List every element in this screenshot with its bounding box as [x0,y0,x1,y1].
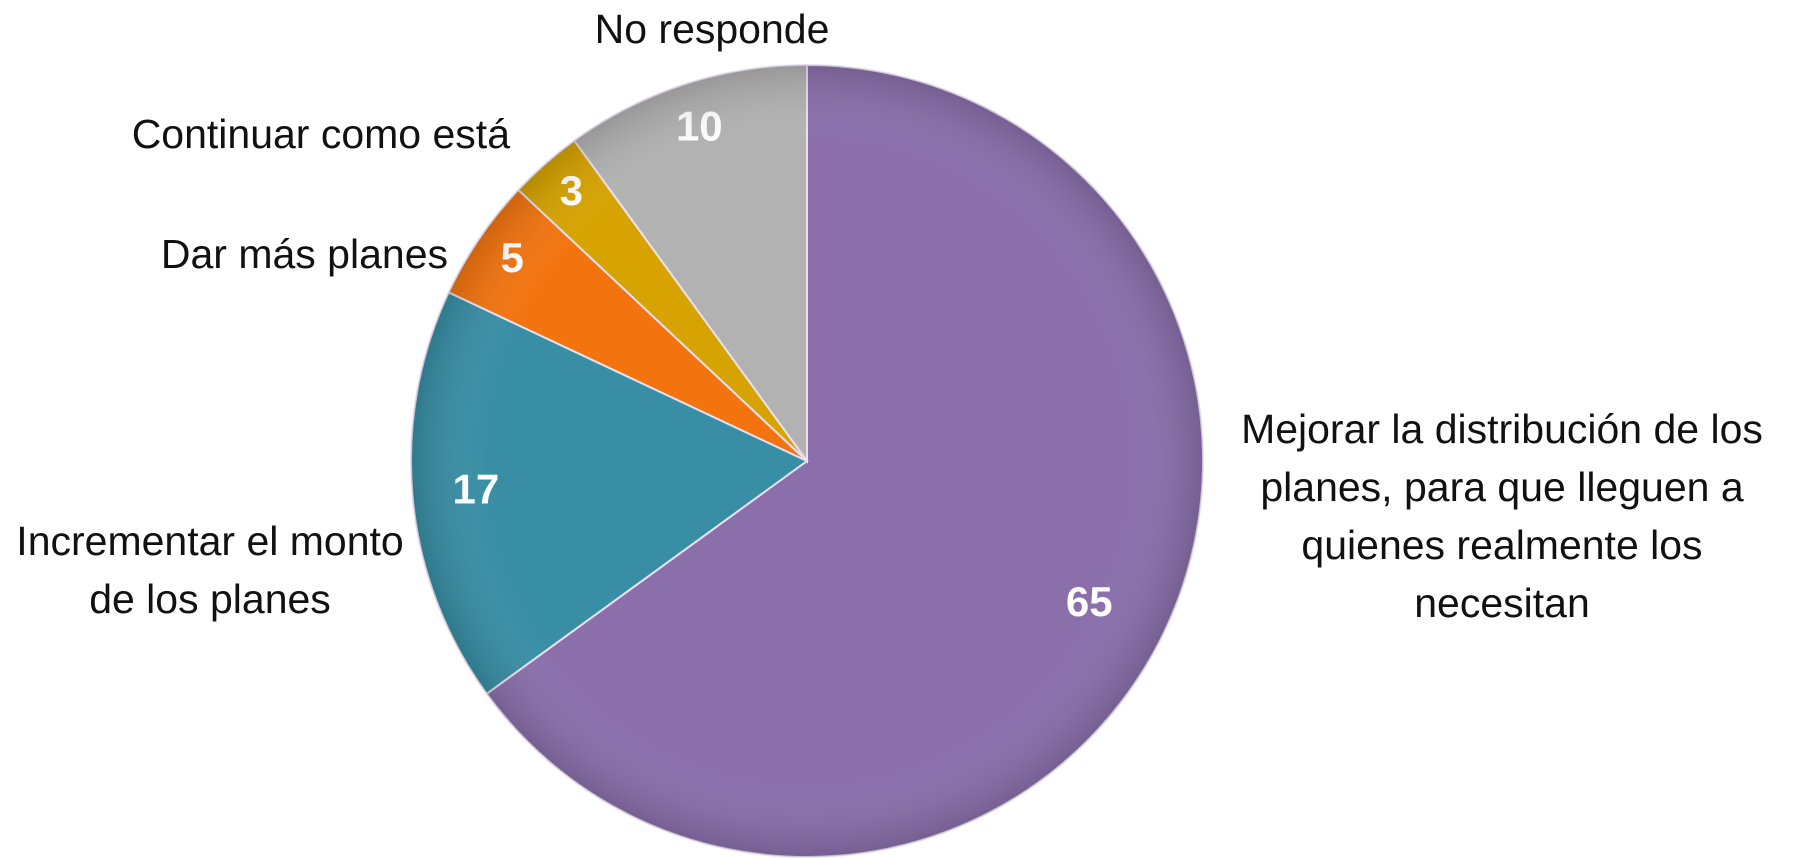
value-label: 65 [1066,578,1113,625]
category-label: Mejorar la distribución de los planes, p… [1241,406,1763,626]
value-label: 5 [501,234,524,281]
category-label: Incrementar el monto de los planes [16,518,404,622]
value-label: 3 [560,167,583,214]
category-label: Dar más planes [160,231,448,277]
category-label: No responde [594,6,830,52]
category-label: Continuar como está [131,111,510,157]
value-label: 10 [676,103,723,150]
value-label: 17 [452,465,499,512]
